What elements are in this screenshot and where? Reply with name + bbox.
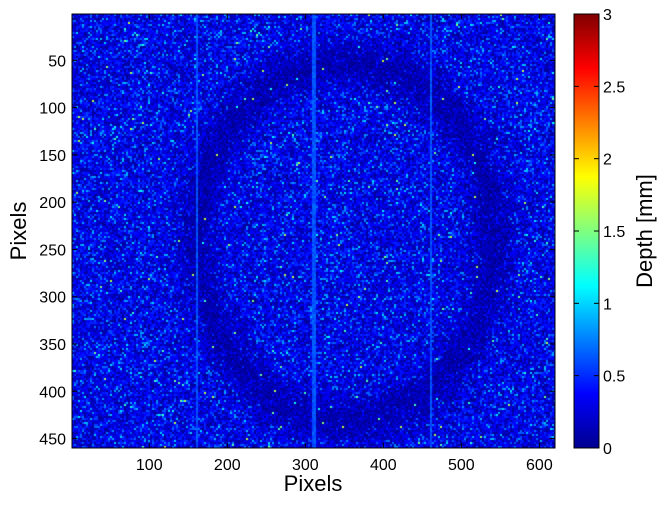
colorbar-ticks: 0 0.5 1 1.5 2 2.5 3: [574, 7, 625, 458]
colorbar-tick-label: 1.5: [603, 224, 625, 241]
y-tick-label: 400: [39, 384, 66, 401]
x-axis-label: Pixels: [284, 471, 343, 496]
x-tick-label: 500: [448, 457, 475, 474]
y-tick-label: 450: [39, 432, 66, 449]
colorbar-label: Depth [mm]: [632, 174, 657, 288]
heatmap-raster: [72, 14, 555, 448]
colorbar-tick-label: 0: [603, 441, 612, 458]
y-tick-label: 300: [39, 290, 66, 307]
colorbar-tick-label: 2.5: [603, 79, 625, 96]
colorbar-tick-label: 0.5: [603, 369, 625, 386]
y-tick-label: 50: [48, 53, 66, 70]
x-tick-label: 400: [370, 457, 397, 474]
y-tick-label: 200: [39, 195, 66, 212]
x-tick-label: 200: [214, 457, 241, 474]
y-tick-label: 250: [39, 242, 66, 259]
colorbar-tick-label: 2: [603, 152, 612, 169]
y-tick-label: 150: [39, 148, 66, 165]
colorbar-tick-label: 3: [603, 7, 612, 24]
x-axis-ticks: 100 200 300 400 500 600: [136, 14, 553, 474]
plot-frame: [71, 13, 556, 449]
y-tick-label: 350: [39, 337, 66, 354]
y-axis-label: Pixels: [6, 202, 31, 261]
x-tick-label: 100: [136, 457, 163, 474]
x-tick-label: 300: [292, 457, 319, 474]
y-tick-label: 100: [39, 101, 66, 118]
x-tick-label: 600: [526, 457, 553, 474]
colorbar-tick-label: 1: [603, 296, 612, 313]
heatmap-image: [72, 14, 555, 448]
y-axis-ticks: 50 100 150 200 250 300 350 400 450: [39, 53, 555, 449]
